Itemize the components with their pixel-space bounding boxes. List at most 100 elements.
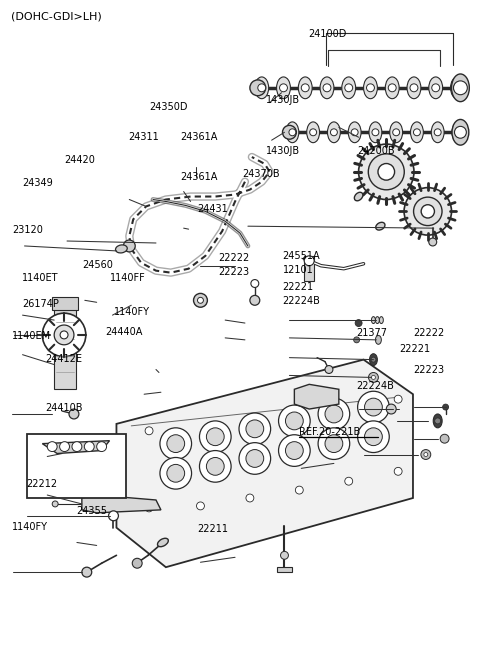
Circle shape bbox=[318, 428, 350, 459]
Circle shape bbox=[388, 84, 396, 92]
Text: 24431: 24431 bbox=[197, 204, 228, 214]
Circle shape bbox=[345, 84, 353, 92]
Text: 24355: 24355 bbox=[76, 506, 108, 515]
Text: 22223: 22223 bbox=[219, 267, 250, 278]
Circle shape bbox=[250, 295, 260, 305]
Circle shape bbox=[250, 80, 266, 96]
Ellipse shape bbox=[410, 122, 423, 143]
Circle shape bbox=[369, 373, 378, 383]
Text: 24100D: 24100D bbox=[309, 29, 347, 39]
Circle shape bbox=[325, 435, 343, 453]
Circle shape bbox=[367, 84, 374, 92]
Circle shape bbox=[432, 84, 440, 92]
Circle shape bbox=[251, 280, 259, 288]
Text: 21377: 21377 bbox=[356, 328, 387, 338]
Text: 24410B: 24410B bbox=[46, 403, 83, 413]
Circle shape bbox=[278, 405, 310, 437]
Circle shape bbox=[454, 84, 461, 92]
Ellipse shape bbox=[390, 122, 403, 143]
Text: 12101: 12101 bbox=[283, 265, 313, 275]
Ellipse shape bbox=[342, 77, 356, 99]
Text: 24361A: 24361A bbox=[180, 172, 218, 181]
Circle shape bbox=[364, 428, 383, 445]
Circle shape bbox=[42, 313, 86, 357]
Ellipse shape bbox=[375, 316, 379, 324]
Ellipse shape bbox=[372, 316, 375, 324]
Circle shape bbox=[193, 293, 207, 307]
Circle shape bbox=[443, 404, 448, 410]
Ellipse shape bbox=[452, 122, 465, 143]
Ellipse shape bbox=[376, 222, 385, 230]
Ellipse shape bbox=[407, 77, 421, 99]
Ellipse shape bbox=[255, 77, 269, 99]
Circle shape bbox=[330, 129, 337, 136]
Circle shape bbox=[82, 567, 92, 577]
Ellipse shape bbox=[375, 335, 381, 345]
Ellipse shape bbox=[370, 354, 377, 365]
Circle shape bbox=[145, 427, 153, 435]
Text: 22222: 22222 bbox=[219, 253, 250, 263]
Ellipse shape bbox=[452, 119, 469, 145]
Circle shape bbox=[239, 443, 271, 474]
Ellipse shape bbox=[363, 77, 377, 99]
Circle shape bbox=[358, 421, 389, 453]
Circle shape bbox=[354, 337, 360, 343]
Circle shape bbox=[304, 256, 314, 266]
Circle shape bbox=[345, 477, 353, 485]
Circle shape bbox=[424, 453, 428, 457]
Circle shape bbox=[278, 435, 310, 466]
Circle shape bbox=[160, 457, 192, 489]
Circle shape bbox=[371, 357, 376, 362]
Ellipse shape bbox=[320, 77, 334, 99]
Polygon shape bbox=[52, 297, 78, 310]
Ellipse shape bbox=[298, 77, 312, 99]
Ellipse shape bbox=[348, 122, 361, 143]
Circle shape bbox=[132, 558, 142, 568]
Circle shape bbox=[72, 441, 82, 451]
Circle shape bbox=[394, 468, 402, 476]
Ellipse shape bbox=[451, 77, 464, 99]
Circle shape bbox=[455, 126, 467, 138]
Circle shape bbox=[123, 240, 135, 252]
Circle shape bbox=[386, 404, 396, 414]
Circle shape bbox=[351, 129, 358, 136]
Circle shape bbox=[200, 451, 231, 482]
Text: 22222: 22222 bbox=[413, 328, 444, 338]
Polygon shape bbox=[304, 256, 314, 280]
Circle shape bbox=[279, 84, 288, 92]
Circle shape bbox=[60, 441, 70, 451]
Circle shape bbox=[206, 457, 224, 476]
Ellipse shape bbox=[286, 122, 299, 143]
Circle shape bbox=[295, 486, 303, 494]
Polygon shape bbox=[82, 495, 161, 513]
Text: 26174P: 26174P bbox=[22, 299, 59, 309]
Circle shape bbox=[454, 81, 468, 95]
Circle shape bbox=[310, 129, 317, 136]
Ellipse shape bbox=[452, 74, 469, 102]
Circle shape bbox=[372, 375, 375, 379]
Circle shape bbox=[355, 320, 362, 326]
Text: REF.20-221B: REF.20-221B bbox=[300, 427, 360, 438]
Text: 24440A: 24440A bbox=[106, 327, 143, 337]
Circle shape bbox=[325, 365, 333, 373]
Circle shape bbox=[196, 502, 204, 510]
Circle shape bbox=[246, 494, 254, 502]
Circle shape bbox=[325, 405, 343, 423]
Ellipse shape bbox=[327, 122, 340, 143]
Text: 1140ET: 1140ET bbox=[22, 272, 58, 283]
Text: 22221: 22221 bbox=[283, 282, 314, 291]
Text: 24311: 24311 bbox=[129, 132, 159, 141]
Circle shape bbox=[246, 449, 264, 468]
Circle shape bbox=[206, 428, 224, 445]
Text: 22223: 22223 bbox=[413, 365, 444, 375]
Text: 1430JB: 1430JB bbox=[266, 146, 300, 156]
Text: (DOHC-GDI>LH): (DOHC-GDI>LH) bbox=[11, 12, 101, 22]
Ellipse shape bbox=[431, 122, 444, 143]
Text: 1140EM: 1140EM bbox=[12, 331, 51, 341]
Circle shape bbox=[413, 129, 420, 136]
Circle shape bbox=[368, 154, 404, 190]
Polygon shape bbox=[117, 360, 413, 567]
Circle shape bbox=[60, 331, 68, 339]
Text: 24560: 24560 bbox=[83, 259, 113, 270]
Circle shape bbox=[145, 504, 153, 512]
